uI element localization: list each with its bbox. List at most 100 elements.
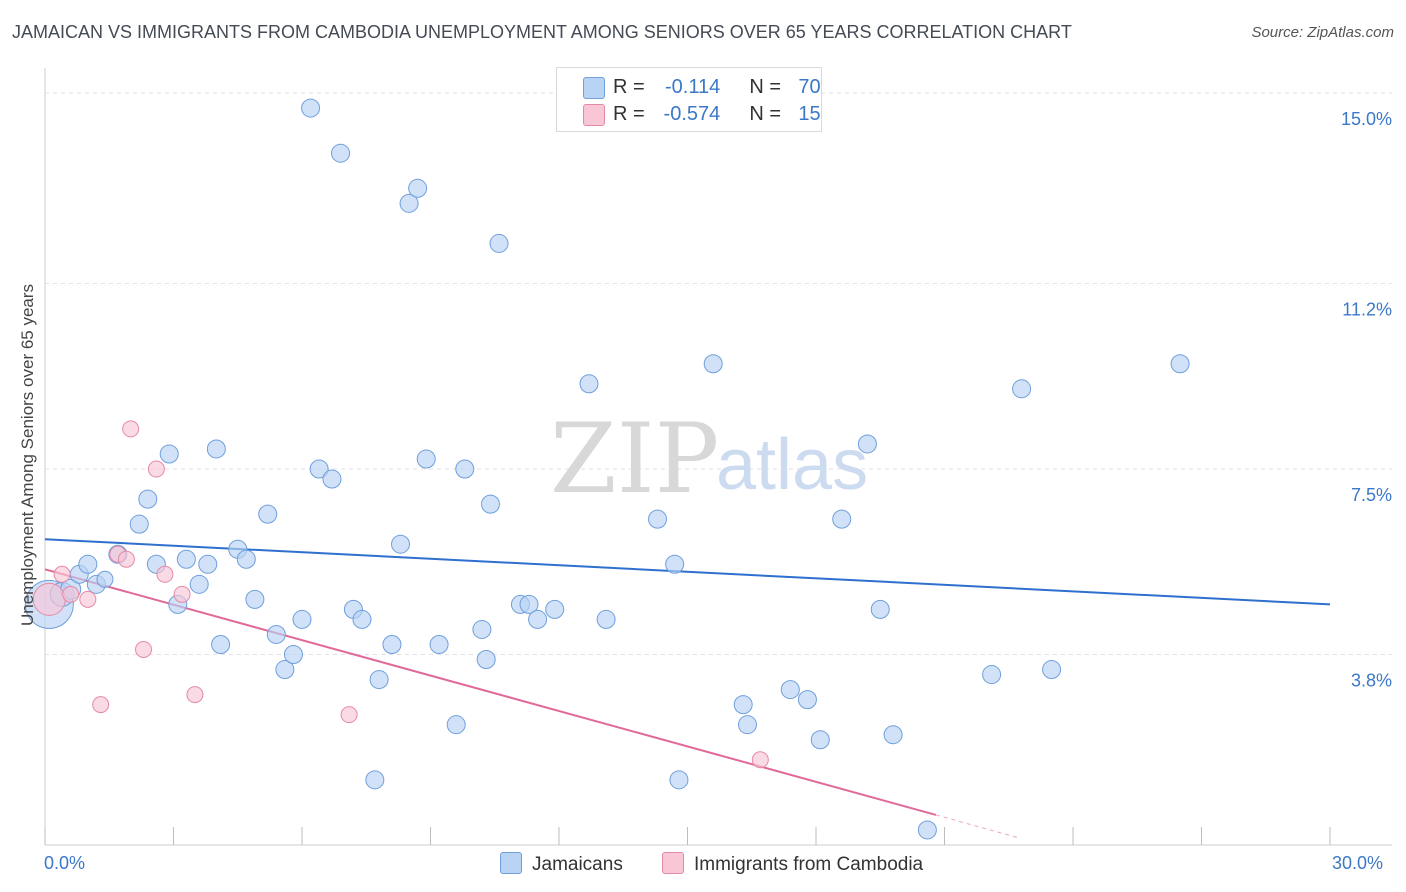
cambodia-point — [186, 686, 204, 704]
y-tick-label: 3.8% — [1351, 671, 1392, 691]
cambodia-point — [62, 585, 80, 603]
jamaican-point — [476, 650, 496, 670]
cambodia-point — [53, 565, 71, 583]
legend-label: Jamaicans — [532, 854, 623, 875]
x-axis-min-label: 0.0% — [44, 853, 86, 873]
r-value: -0.574 — [663, 103, 721, 125]
correlation-legend: R = -0.114 N = 70 R = -0.574 N = 15 — [556, 67, 822, 132]
cambodia-point — [147, 460, 165, 478]
jamaican-point — [703, 354, 723, 374]
n-label: N = — [749, 76, 782, 98]
jamaican-point — [472, 619, 492, 639]
cambodia-point — [92, 696, 110, 714]
r-label: R = — [613, 76, 645, 98]
y-tick-label: 15.0% — [1341, 109, 1392, 129]
jamaican-point — [797, 690, 817, 710]
jamaican-point — [917, 820, 937, 840]
jamaican-point — [1042, 660, 1062, 680]
chart-title: JAMAICAN VS IMMIGRANTS FROM CAMBODIA UNE… — [12, 22, 1072, 42]
y-tick-label: 7.5% — [1351, 485, 1392, 505]
jamaican-point — [159, 444, 179, 464]
jamaican-point — [480, 494, 500, 514]
jamaican-point — [429, 634, 449, 654]
jamaican-point — [1170, 354, 1190, 374]
jamaican-point — [416, 449, 436, 469]
cambodia-swatch — [662, 852, 684, 874]
legend-label: Immigrants from Cambodia — [694, 854, 924, 875]
cambodia-point — [79, 590, 97, 608]
jamaican-point — [96, 570, 114, 588]
jamaican-point — [258, 504, 278, 524]
jamaican-point — [1012, 379, 1032, 399]
jamaican-point — [883, 725, 903, 745]
jamaican-point — [206, 439, 226, 459]
cambodia-trend-extension — [935, 814, 1018, 838]
trend-lines — [44, 538, 1331, 838]
jamaicans-swatch — [583, 77, 605, 99]
jamaican-point — [648, 509, 668, 529]
jamaican-point — [331, 143, 351, 163]
jamaican-point — [322, 469, 342, 489]
cambodia-swatch — [583, 104, 605, 126]
jamaican-point — [519, 594, 539, 614]
jamaican-point — [982, 665, 1002, 685]
n-label: N = — [749, 103, 782, 125]
jamaican-point — [292, 609, 312, 629]
cambodia-trend-line — [44, 568, 937, 816]
jamaican-point — [737, 715, 757, 735]
jamaican-point — [301, 98, 321, 118]
jamaican-point — [78, 554, 98, 574]
jamaican-point — [780, 680, 800, 700]
jamaican-point — [408, 178, 428, 198]
jamaican-point — [352, 609, 372, 629]
jamaican-point — [283, 645, 303, 665]
jamaicans-swatch — [500, 852, 522, 874]
jamaican-point — [596, 609, 616, 629]
r-value: -0.114 — [665, 76, 721, 98]
jamaican-point — [665, 554, 685, 574]
jamaican-trend-line — [44, 538, 1331, 606]
cambodia-point — [135, 640, 153, 658]
grid-lines — [45, 92, 1392, 656]
watermark-zip: ZIP — [550, 403, 719, 515]
y-tick-labels: 3.8% 7.5% 11.2% 15.0% — [1341, 109, 1392, 690]
jamaican-point — [545, 599, 565, 619]
jamaican-point — [810, 730, 830, 750]
source-label: Source: ZipAtlas.com — [1251, 24, 1394, 41]
jamaican-point — [489, 233, 509, 253]
jamaican-point — [245, 589, 265, 609]
jamaican-point — [857, 434, 877, 454]
jamaican-point — [275, 660, 295, 680]
axes — [44, 68, 1392, 846]
jamaican-point — [870, 599, 890, 619]
cambodia-point — [32, 582, 66, 616]
jamaican-point — [365, 770, 385, 790]
watermark: ZIP atlas — [550, 403, 868, 515]
jamaican-point — [832, 509, 852, 529]
data-points — [24, 98, 1190, 840]
jamaican-point — [399, 193, 419, 213]
cambodia-point — [156, 565, 174, 583]
cambodia-point — [173, 585, 191, 603]
jamaican-point — [236, 549, 256, 569]
watermark-atlas: atlas — [716, 425, 868, 505]
jamaican-point — [733, 695, 753, 715]
jamaican-point — [189, 574, 209, 594]
y-tick-label: 11.2% — [1342, 300, 1392, 320]
jamaican-point — [198, 554, 218, 574]
jamaican-point — [579, 374, 599, 394]
jamaican-point — [266, 624, 286, 644]
x-axis-max-label: 30.0% — [1332, 853, 1384, 873]
jamaican-point — [382, 634, 402, 654]
jamaican-point — [391, 534, 411, 554]
n-value: 70 — [798, 76, 821, 98]
jamaican-point — [176, 549, 196, 569]
jamaican-point — [455, 459, 475, 479]
jamaican-point — [211, 634, 231, 654]
jamaican-point — [669, 770, 689, 790]
legend-item-jamaicans: Jamaicans — [500, 852, 623, 876]
cambodia-point — [340, 706, 358, 724]
cambodia-point — [117, 550, 135, 568]
y-axis-label: Unemployment Among Seniors over 65 years — [18, 283, 37, 627]
